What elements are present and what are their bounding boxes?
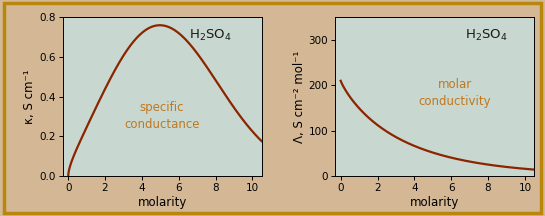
Text: $\mathrm{H_2SO_4}$: $\mathrm{H_2SO_4}$ [189,28,231,43]
X-axis label: molarity: molarity [410,196,459,209]
Text: molar
conductivity: molar conductivity [418,78,491,108]
Text: specific
conductance: specific conductance [124,101,200,131]
Y-axis label: κ, S cm⁻¹: κ, S cm⁻¹ [23,69,37,124]
X-axis label: molarity: molarity [137,196,187,209]
Y-axis label: Λ, S cm⁻² mol⁻¹: Λ, S cm⁻² mol⁻¹ [293,51,306,143]
Text: $\mathrm{H_2SO_4}$: $\mathrm{H_2SO_4}$ [465,28,508,43]
